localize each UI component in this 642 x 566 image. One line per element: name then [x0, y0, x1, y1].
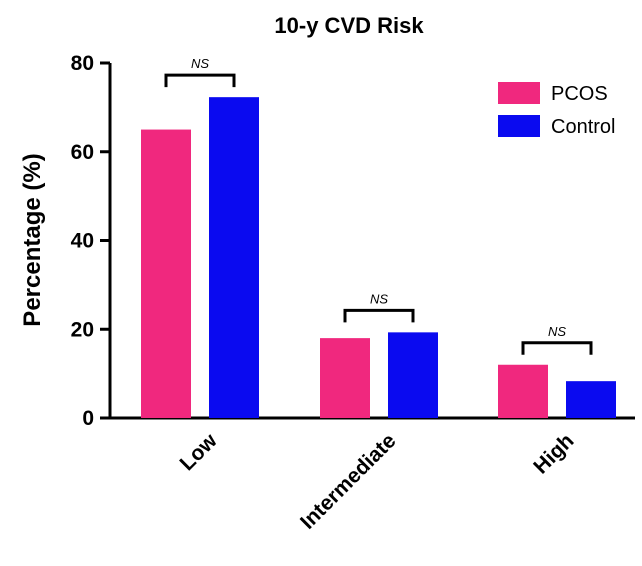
- significance-bracket: [164, 73, 236, 88]
- y-tick-label: 60: [71, 141, 94, 164]
- bar-pcos-intermediate: [320, 338, 370, 418]
- significance-bracket: [343, 308, 415, 323]
- bar-control-high: [566, 381, 616, 418]
- y-axis-label: Percentage (%): [19, 153, 46, 326]
- significance-label: NS: [370, 291, 388, 306]
- x-tick-label-high: High: [529, 429, 578, 478]
- x-tick-label-intermediate: Intermediate: [296, 429, 401, 534]
- legend-swatch-control: [498, 115, 540, 137]
- legend-swatch-pcos: [498, 82, 540, 104]
- x-tick-labels: Low Intermediate High: [176, 429, 579, 534]
- legend: PCOS Control: [498, 82, 615, 138]
- bar-control-low: [209, 97, 259, 418]
- significance-bracket: [521, 341, 593, 355]
- y-tick-label: 40: [71, 230, 94, 253]
- significance-label: NS: [191, 56, 209, 71]
- y-tick-label: 20: [71, 318, 94, 341]
- bar-pcos-high: [498, 364, 548, 418]
- bar-pcos-low: [141, 129, 191, 418]
- y-tick-label: 80: [71, 52, 94, 75]
- y-tick-label: 0: [82, 407, 94, 430]
- annotations: NS NS NS: [164, 56, 593, 355]
- significance-label: NS: [548, 324, 566, 339]
- legend-label-pcos: PCOS: [551, 83, 608, 105]
- bar-control-intermediate: [388, 332, 438, 418]
- x-tick-label-low: Low: [176, 429, 222, 475]
- axes: 0 20 40 60 80: [71, 52, 635, 430]
- bars: [141, 97, 616, 418]
- chart-title: 10-y CVD Risk: [274, 13, 424, 38]
- legend-label-control: Control: [551, 116, 615, 138]
